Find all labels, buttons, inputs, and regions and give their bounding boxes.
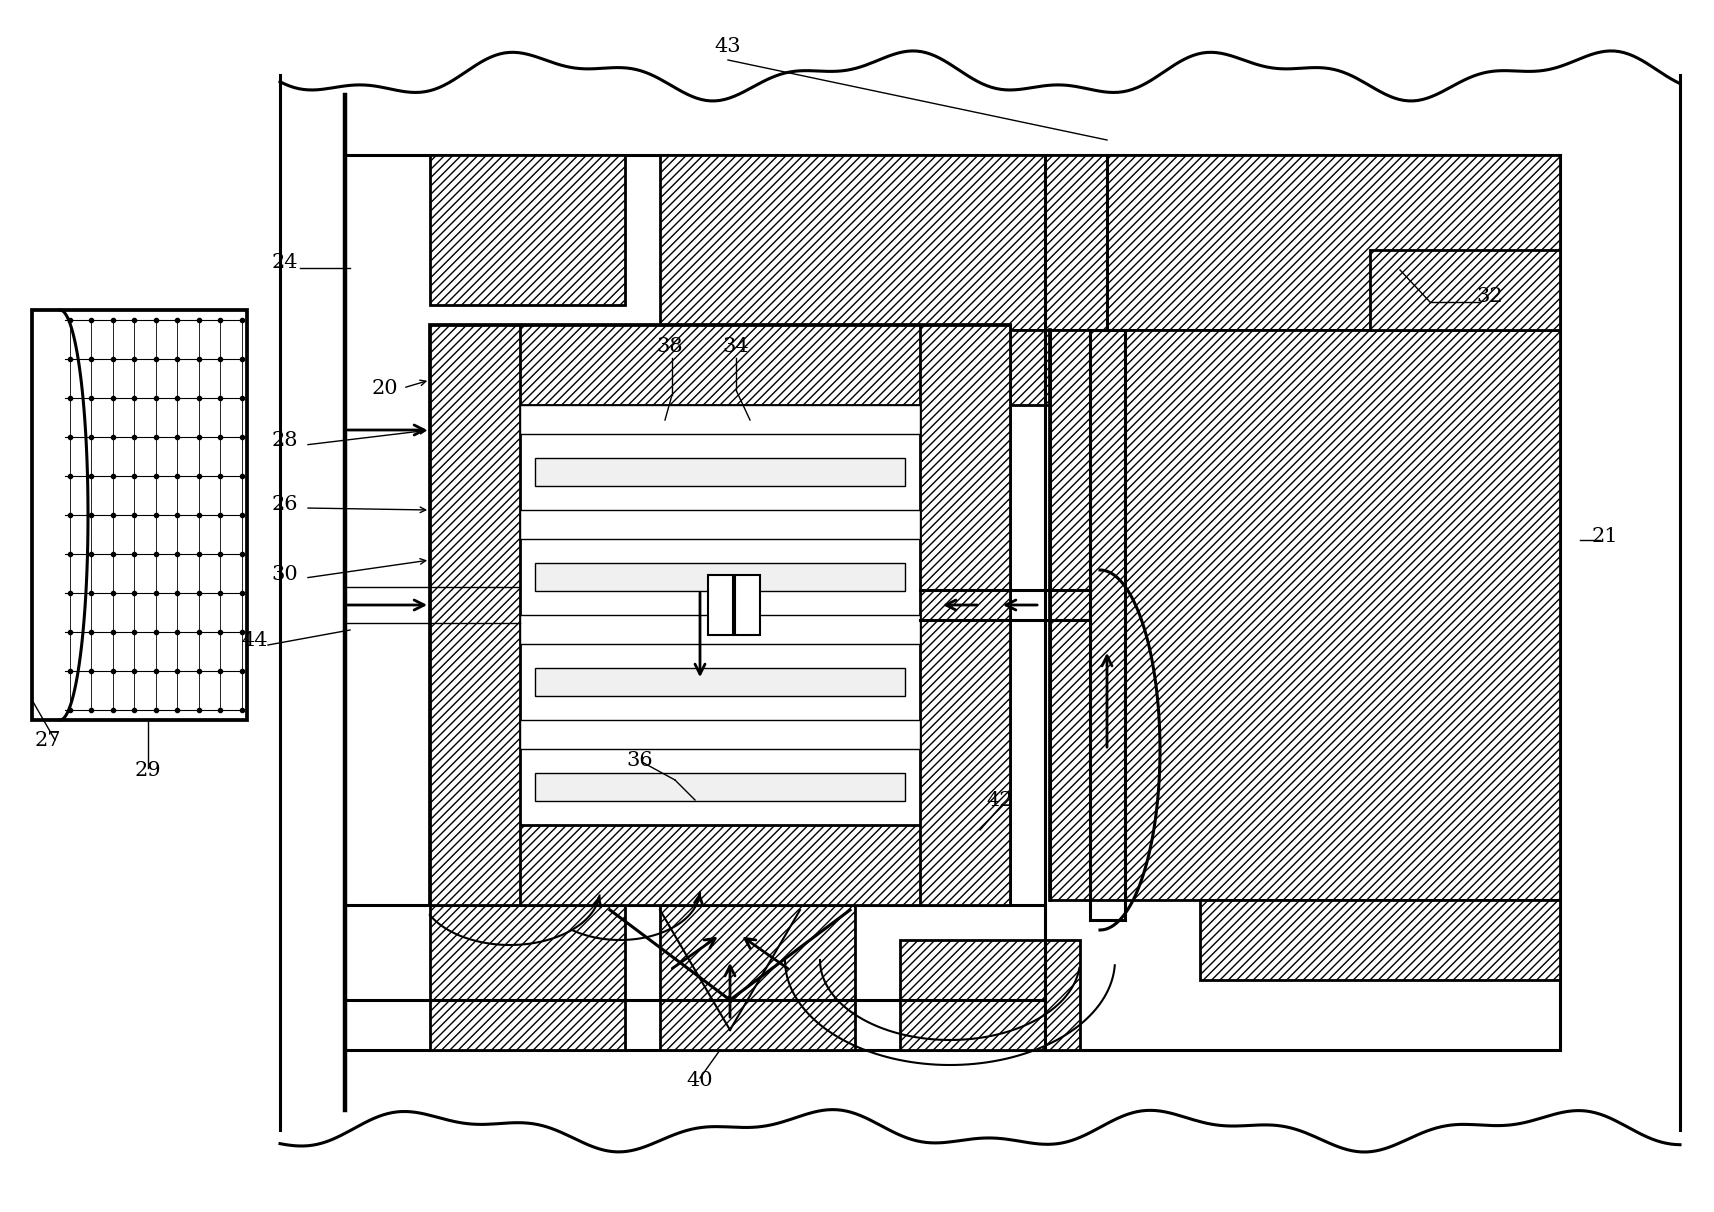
Bar — [1369, 250, 1560, 330]
Bar — [430, 325, 1010, 905]
Text: 28: 28 — [271, 430, 298, 450]
Text: 21: 21 — [1591, 527, 1618, 547]
Bar — [430, 155, 624, 305]
Bar — [989, 330, 1560, 405]
Bar — [735, 574, 759, 635]
Text: 44: 44 — [242, 630, 267, 650]
Text: 40: 40 — [686, 1070, 713, 1090]
Text: 30: 30 — [271, 566, 298, 584]
Bar — [535, 668, 905, 697]
Text: 32: 32 — [1476, 286, 1503, 305]
Text: 27: 27 — [34, 731, 62, 749]
Bar — [430, 325, 1010, 405]
Bar — [1200, 901, 1560, 981]
Bar — [660, 901, 855, 1050]
Bar — [519, 614, 919, 644]
Bar — [1200, 901, 1560, 981]
Bar — [1049, 330, 1560, 901]
Text: 43: 43 — [715, 36, 740, 56]
Text: 24: 24 — [271, 252, 298, 271]
Bar — [1049, 330, 1560, 901]
Bar — [33, 310, 247, 720]
Bar — [1369, 250, 1560, 330]
Bar — [519, 405, 919, 434]
Bar — [919, 325, 1010, 905]
Bar — [919, 325, 1010, 905]
Bar — [430, 825, 1010, 905]
Text: 29: 29 — [135, 760, 161, 779]
Bar — [430, 901, 624, 1050]
Bar — [430, 325, 519, 905]
Bar — [900, 941, 1080, 1050]
Bar — [535, 772, 905, 801]
Text: 26: 26 — [271, 496, 298, 515]
Bar — [519, 510, 919, 539]
Text: 34: 34 — [722, 337, 749, 355]
Bar — [989, 330, 1560, 405]
Bar — [708, 574, 732, 635]
Bar — [535, 562, 905, 591]
Bar — [430, 901, 624, 1050]
Bar — [660, 901, 855, 1050]
Bar — [660, 155, 1560, 330]
Text: 38: 38 — [656, 337, 682, 355]
Bar — [519, 720, 919, 749]
Text: 42: 42 — [986, 790, 1013, 810]
Text: 20: 20 — [372, 378, 398, 398]
Bar — [430, 825, 1010, 905]
Bar — [430, 155, 624, 305]
Bar — [430, 325, 519, 905]
Bar — [900, 941, 1080, 1050]
Bar — [660, 155, 1560, 330]
Text: 36: 36 — [626, 750, 653, 770]
Bar — [535, 457, 905, 486]
Bar — [430, 325, 1010, 405]
